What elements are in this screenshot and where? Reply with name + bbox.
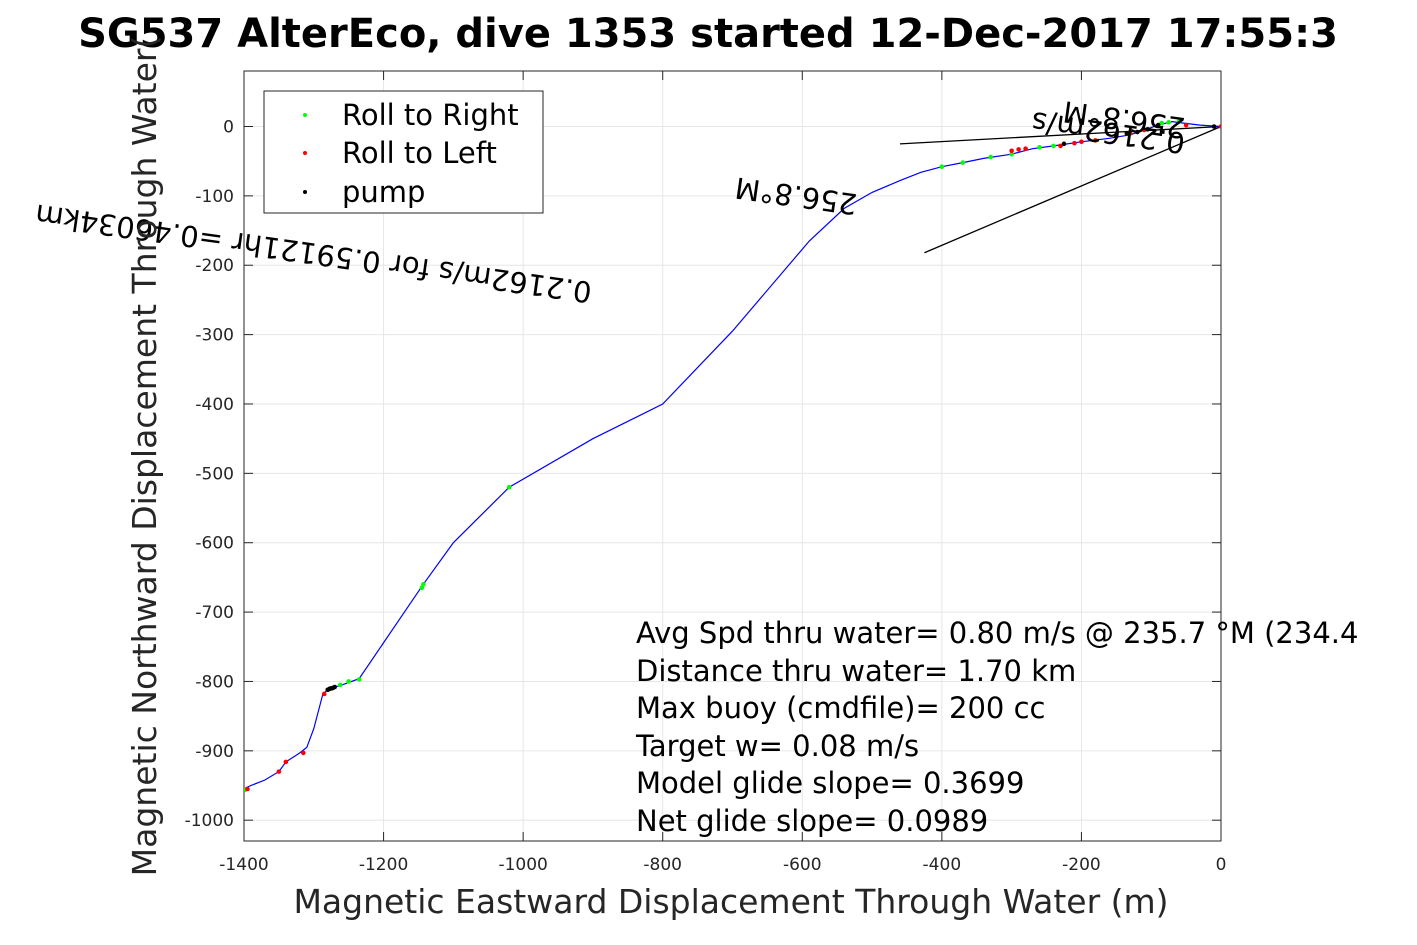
- y-axis-title: Magnetic Northward Displacement Through …: [125, 36, 164, 877]
- tick-layer: -1400 -1200 -1000 -800 -600 -400 -200 0 0 -100 -20…: [185, 71, 1227, 875]
- point-roll-to-right: [1176, 119, 1182, 124]
- point-roll-to-right: [1009, 151, 1014, 157]
- point-roll-to-right: [419, 585, 425, 591]
- point-roll-to-left: [1079, 139, 1084, 145]
- stats-line-distance: Distance thru water= 1.70 km: [636, 654, 1076, 688]
- x-tick-label: -400: [923, 855, 962, 875]
- current-vector-line: [924, 125, 1221, 254]
- point-roll-to-left: [276, 769, 282, 774]
- point-pump: [1145, 126, 1151, 132]
- point-roll-to-left: [301, 750, 306, 756]
- y-tick-label: -900: [195, 742, 234, 762]
- data-layer: [244, 119, 1221, 792]
- point-roll-to-left: [1141, 127, 1147, 133]
- grid-layer: [243, 71, 1222, 841]
- point-pump: [1134, 129, 1140, 135]
- point-pump: [1114, 133, 1119, 139]
- point-roll-to-left: [1093, 138, 1098, 143]
- stats-line-avg-speed: Avg Spd thru water= 0.80 m/s @ 235.7 °M …: [636, 616, 1358, 650]
- y-tick-label: -300: [195, 326, 234, 346]
- point-pump: [1124, 131, 1130, 136]
- point-roll-to-left: [1023, 146, 1028, 151]
- point-roll-to-right: [1051, 143, 1056, 149]
- y-tick-label: -200: [195, 256, 234, 276]
- y-tick-label: -500: [195, 464, 234, 484]
- legend-label-roll-left: Roll to Left: [342, 136, 497, 170]
- y-tick-label: -600: [195, 534, 234, 554]
- x-tick-label: -600: [783, 855, 822, 875]
- legend-marker-roll-left: [303, 151, 307, 155]
- point-pump: [1155, 122, 1161, 128]
- stats-line-target-w: Target w= 0.08 m/s: [635, 729, 919, 763]
- rotated-annotation: 0.2162m/s for 0.59121hr =0.46034km: [33, 198, 594, 310]
- point-roll-to-left: [283, 759, 289, 765]
- rotated-annotation: 256.8°M: [733, 171, 859, 222]
- legend-label-pump: pump: [342, 175, 425, 209]
- point-pump: [1061, 141, 1067, 147]
- plot-frame: [243, 70, 1222, 842]
- stats-line-model-glide: Model glide slope= 0.3699: [636, 766, 1024, 800]
- point-roll-to-left: [1183, 122, 1189, 128]
- point-roll-to-right: [988, 154, 994, 160]
- y-tick-label: -400: [195, 395, 234, 415]
- glider-track-line: [244, 120, 1221, 789]
- point-roll-to-right: [346, 679, 351, 684]
- legend: Roll to Right Roll to Left pump: [263, 90, 544, 214]
- y-tick-label: 0: [223, 117, 234, 137]
- legend-marker-pump: [303, 190, 307, 194]
- x-tick-label: -1200: [359, 855, 408, 875]
- point-roll-to-right: [421, 582, 426, 587]
- y-tick-label: -800: [195, 672, 234, 692]
- legend-label-roll-right: Roll to Right: [342, 98, 519, 132]
- point-roll-to-right: [338, 682, 343, 688]
- x-tick-label: -800: [643, 855, 682, 875]
- stats-line-max-buoy: Max buoy (cmdfile)= 200 cc: [636, 691, 1045, 725]
- point-roll-to-right: [939, 164, 945, 170]
- y-tick-label: -700: [195, 603, 234, 623]
- current-vector-line: [899, 125, 1221, 145]
- point-roll-to-left: [1127, 131, 1133, 136]
- x-axis-title: Magnetic Eastward Displacement Through W…: [293, 882, 1168, 921]
- point-roll-to-left: [1058, 143, 1063, 149]
- point-roll-to-right: [506, 484, 512, 490]
- point-pump: [325, 687, 331, 693]
- x-tick-label: 0: [1216, 855, 1227, 875]
- point-roll-to-right: [1159, 120, 1164, 126]
- point-roll-to-left: [1009, 148, 1014, 154]
- point-roll-to-left: [1218, 124, 1221, 129]
- x-tick-label: -1400: [219, 855, 268, 875]
- point-roll-to-right: [1037, 145, 1042, 150]
- point-roll-to-left: [1016, 147, 1021, 152]
- stats-annotation: Avg Spd thru water= 0.80 m/s @ 235.7 °M …: [635, 616, 1358, 838]
- point-pump: [1211, 124, 1217, 129]
- x-tick-label: -200: [1062, 855, 1101, 875]
- x-tick-label: -1000: [498, 855, 547, 875]
- point-roll-to-right: [356, 677, 362, 682]
- legend-marker-roll-right: [303, 113, 307, 117]
- y-tick-label: -1000: [185, 811, 234, 831]
- chart-title: SG537 AlterEco, dive 1353 started 12-Dec…: [78, 11, 1338, 57]
- y-tick-label: -100: [195, 187, 234, 207]
- point-roll-to-right: [960, 160, 966, 165]
- legend-frame: [263, 90, 544, 214]
- point-roll-to-left: [1072, 140, 1077, 146]
- stats-line-net-glide: Net glide slope= 0.0989: [636, 804, 988, 838]
- point-roll-to-left: [321, 691, 327, 697]
- point-roll-to-right: [1166, 120, 1171, 125]
- point-roll-to-left: [245, 786, 250, 792]
